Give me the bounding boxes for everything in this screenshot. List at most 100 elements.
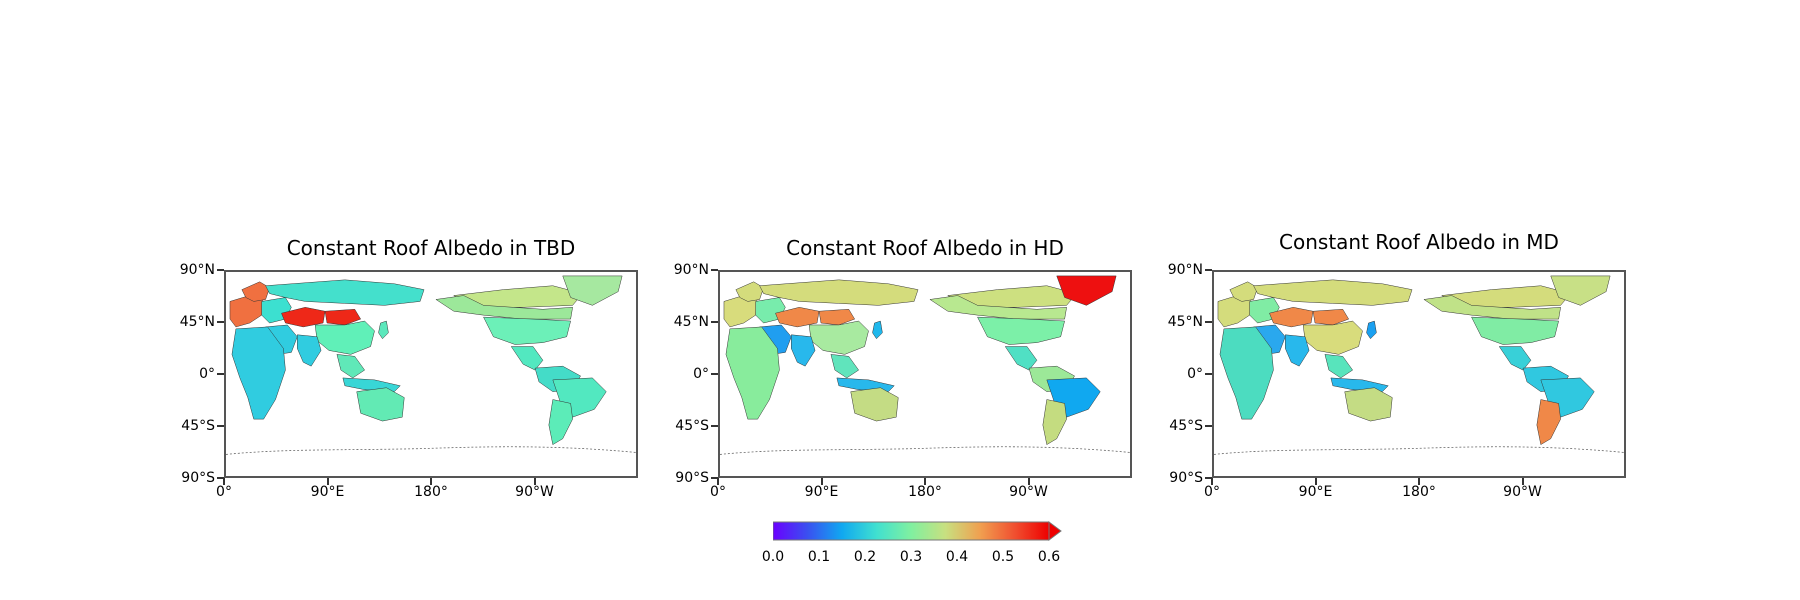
xtick-label-md: 180°: [1402, 484, 1436, 500]
xtick-mark-hd: [1027, 478, 1030, 485]
region-india: [1285, 334, 1310, 367]
xtick-label-hd: 180°: [908, 484, 942, 500]
xtick-label-md: 90°W: [1503, 484, 1542, 500]
colorbar-tick-label: 0.1: [807, 549, 831, 565]
ytick-label-tbd: 0°: [199, 366, 215, 382]
region-russia: [759, 279, 919, 306]
xtick-label-tbd: 90°W: [515, 484, 554, 500]
map-tbd: [224, 270, 638, 478]
region-kazakhstan: [775, 307, 820, 328]
ytick-label-md: 90°S: [1169, 470, 1203, 486]
region-antarctic: [1214, 446, 1624, 455]
ytick-label-tbd: 90°S: [181, 470, 215, 486]
xtick-label-md: 90°E: [1298, 484, 1333, 500]
region-japan: [872, 320, 883, 340]
region-africa: [725, 326, 780, 420]
ytick-label-tbd: 45°S: [181, 418, 215, 434]
ytick-label-hd: 45°S: [675, 418, 709, 434]
region-africa: [1219, 326, 1274, 420]
xtick-mark-tbd: [223, 478, 225, 485]
ytick-mark-md: [1205, 269, 1212, 271]
colorbar-tick-label: 0.2: [853, 549, 877, 565]
xtick-mark-tbd: [430, 478, 432, 485]
region-kazakhstan: [281, 307, 326, 328]
ytick-label-md: 45°N: [1167, 314, 1203, 330]
xtick-label-tbd: 0°: [216, 484, 232, 500]
region-southeast-asia: [336, 354, 365, 379]
colorbar-tick-label: 0.6: [1037, 549, 1061, 565]
region-antarctic: [226, 446, 636, 455]
ytick-label-hd: 90°N: [673, 262, 709, 278]
map-hd: [718, 270, 1132, 478]
ytick-mark-tbd: [217, 425, 224, 427]
xtick-mark-hd: [924, 478, 926, 485]
ytick-label-hd: 45°N: [673, 314, 709, 330]
region-greenland: [1056, 275, 1117, 306]
xtick-mark-md: [1521, 478, 1524, 485]
colorbar-tick-label: 0.3: [899, 549, 923, 565]
region-central-america: [1498, 346, 1532, 371]
region-greenland: [562, 275, 623, 306]
region-kazakhstan: [1269, 307, 1314, 328]
ytick-mark-tbd: [217, 373, 224, 375]
region-scandinavia: [735, 281, 764, 302]
region-south-america-south: [548, 399, 573, 446]
xtick-label-tbd: 180°: [414, 484, 448, 500]
region-usa: [977, 316, 1065, 345]
ytick-label-md: 45°S: [1169, 418, 1203, 434]
ytick-mark-hd: [711, 477, 718, 479]
region-australia: [1344, 387, 1393, 422]
xtick-label-hd: 90°E: [804, 484, 839, 500]
ytick-mark-md: [1205, 373, 1212, 375]
region-central-america: [510, 346, 544, 371]
region-japan: [1366, 320, 1377, 340]
xtick-mark-tbd: [533, 478, 536, 485]
xtick-label-md: 0°: [1204, 484, 1220, 500]
region-russia: [265, 279, 425, 306]
region-japan: [378, 320, 389, 340]
region-southeast-asia: [1324, 354, 1353, 379]
colorbar-tick-label: 0.0: [761, 549, 785, 565]
region-north-america: [929, 295, 1067, 320]
ytick-label-tbd: 90°N: [179, 262, 215, 278]
ytick-label-tbd: 45°N: [179, 314, 215, 330]
region-central-america: [1004, 346, 1038, 371]
region-china: [1302, 320, 1363, 355]
colorbar-tick-label: 0.5: [991, 549, 1015, 565]
colorbar-extend-arrow: [1048, 521, 1062, 541]
colorbar-tick-label: 0.4: [945, 549, 969, 565]
ytick-mark-hd: [711, 269, 718, 271]
xtick-mark-md: [1314, 478, 1317, 485]
xtick-mark-md: [1211, 478, 1213, 485]
ytick-mark-tbd: [217, 321, 224, 323]
region-south-america-south: [1042, 399, 1067, 446]
ytick-mark-md: [1205, 321, 1212, 323]
region-africa: [231, 326, 286, 420]
region-scandinavia: [241, 281, 270, 302]
ytick-mark-hd: [711, 425, 718, 427]
region-greenland: [1550, 275, 1611, 306]
region-india: [297, 334, 322, 367]
region-antarctic: [720, 446, 1130, 455]
xtick-label-hd: 90°W: [1009, 484, 1048, 500]
region-north-america: [435, 295, 573, 320]
region-china: [808, 320, 869, 355]
colorbar: [773, 521, 1062, 541]
xtick-label-hd: 0°: [710, 484, 726, 500]
region-usa: [1471, 316, 1559, 345]
region-australia: [356, 387, 405, 422]
region-southeast-asia: [830, 354, 859, 379]
ytick-label-hd: 0°: [693, 366, 709, 382]
colorbar-gradient: [773, 521, 1050, 541]
ytick-mark-tbd: [217, 269, 224, 271]
xtick-mark-hd: [820, 478, 823, 485]
region-mongolia: [324, 309, 362, 326]
ytick-mark-hd: [711, 373, 718, 375]
ytick-label-md: 0°: [1187, 366, 1203, 382]
region-south-america-south: [1536, 399, 1561, 446]
xtick-label-tbd: 90°E: [310, 484, 345, 500]
xtick-mark-tbd: [326, 478, 329, 485]
region-mongolia: [1312, 309, 1350, 326]
ytick-mark-md: [1205, 425, 1212, 427]
ytick-mark-md: [1205, 477, 1212, 479]
